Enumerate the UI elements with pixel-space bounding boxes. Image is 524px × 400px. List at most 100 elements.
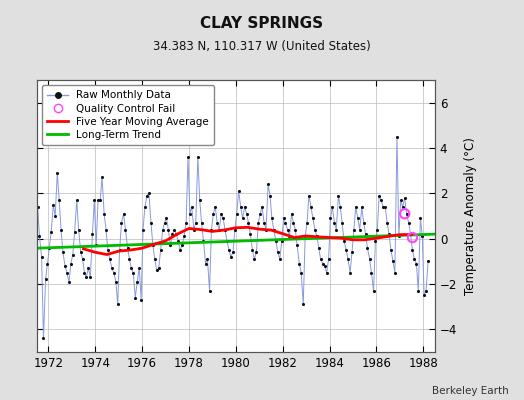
- Point: [365, 256, 374, 262]
- Point: [279, 215, 288, 222]
- Point: [155, 265, 163, 271]
- Point: [271, 238, 280, 244]
- Text: CLAY SPRINGS: CLAY SPRINGS: [201, 16, 323, 31]
- Point: [70, 229, 79, 235]
- Point: [316, 256, 325, 262]
- Point: [31, 172, 40, 178]
- Point: [21, 210, 30, 217]
- Point: [293, 242, 301, 249]
- Point: [340, 238, 348, 244]
- Point: [241, 204, 249, 210]
- Point: [185, 210, 194, 217]
- Point: [248, 247, 257, 253]
- Point: [363, 244, 372, 251]
- Point: [269, 226, 278, 233]
- Point: [418, 233, 427, 240]
- Point: [381, 204, 389, 210]
- Point: [74, 226, 83, 233]
- Point: [355, 226, 364, 233]
- Point: [102, 226, 110, 233]
- Point: [119, 210, 128, 217]
- Point: [227, 254, 235, 260]
- Point: [184, 154, 192, 160]
- Point: [344, 256, 352, 262]
- Point: [281, 220, 290, 226]
- Point: [330, 220, 339, 226]
- Point: [82, 274, 91, 280]
- Point: [96, 197, 104, 203]
- Point: [246, 231, 255, 237]
- Point: [108, 265, 116, 271]
- Point: [379, 204, 387, 210]
- Point: [100, 210, 108, 217]
- Point: [276, 256, 284, 262]
- Point: [104, 247, 112, 253]
- Point: [49, 202, 58, 208]
- Point: [133, 278, 141, 285]
- Point: [422, 288, 430, 294]
- Point: [114, 301, 122, 308]
- Point: [115, 247, 124, 253]
- Point: [47, 229, 56, 235]
- Point: [209, 210, 217, 217]
- Point: [43, 260, 52, 267]
- Point: [174, 238, 182, 244]
- Legend: Raw Monthly Data, Quality Control Fail, Five Year Moving Average, Long-Term Tren: Raw Monthly Data, Quality Control Fail, …: [42, 85, 214, 145]
- Point: [55, 197, 63, 203]
- Point: [391, 270, 399, 276]
- Point: [80, 270, 89, 276]
- Point: [369, 288, 378, 294]
- Point: [358, 204, 366, 210]
- Point: [131, 294, 139, 301]
- Point: [400, 210, 409, 217]
- Point: [72, 197, 81, 203]
- Point: [311, 226, 319, 233]
- Point: [375, 192, 384, 199]
- Point: [35, 233, 43, 240]
- Point: [319, 260, 327, 267]
- Point: [252, 249, 260, 256]
- Point: [172, 231, 180, 237]
- Point: [328, 204, 336, 210]
- Point: [408, 247, 417, 253]
- Point: [24, 220, 32, 226]
- Point: [398, 204, 407, 210]
- Point: [123, 244, 132, 251]
- Point: [39, 335, 48, 342]
- Point: [332, 226, 341, 233]
- Point: [51, 213, 59, 219]
- Point: [112, 278, 120, 285]
- Point: [389, 258, 397, 264]
- Point: [383, 220, 391, 226]
- Point: [348, 249, 356, 256]
- Point: [260, 220, 268, 226]
- Point: [121, 226, 129, 233]
- Point: [117, 220, 126, 226]
- Point: [262, 226, 270, 233]
- Point: [77, 249, 85, 256]
- Point: [201, 260, 210, 267]
- Point: [420, 292, 428, 298]
- Point: [137, 297, 145, 303]
- Point: [156, 247, 165, 253]
- Point: [92, 242, 101, 249]
- Point: [350, 226, 358, 233]
- Point: [45, 244, 53, 251]
- Point: [254, 220, 263, 226]
- Point: [362, 231, 370, 237]
- Point: [250, 256, 258, 262]
- Point: [336, 204, 344, 210]
- Point: [125, 256, 134, 262]
- Point: [243, 210, 251, 217]
- Point: [225, 247, 233, 253]
- Point: [408, 234, 417, 241]
- Point: [53, 170, 61, 176]
- Point: [198, 220, 206, 226]
- Point: [402, 210, 411, 217]
- Point: [145, 190, 153, 196]
- Point: [162, 215, 171, 222]
- Point: [57, 226, 65, 233]
- Text: Berkeley Earth: Berkeley Earth: [432, 386, 508, 396]
- Point: [414, 288, 422, 294]
- Point: [141, 204, 149, 210]
